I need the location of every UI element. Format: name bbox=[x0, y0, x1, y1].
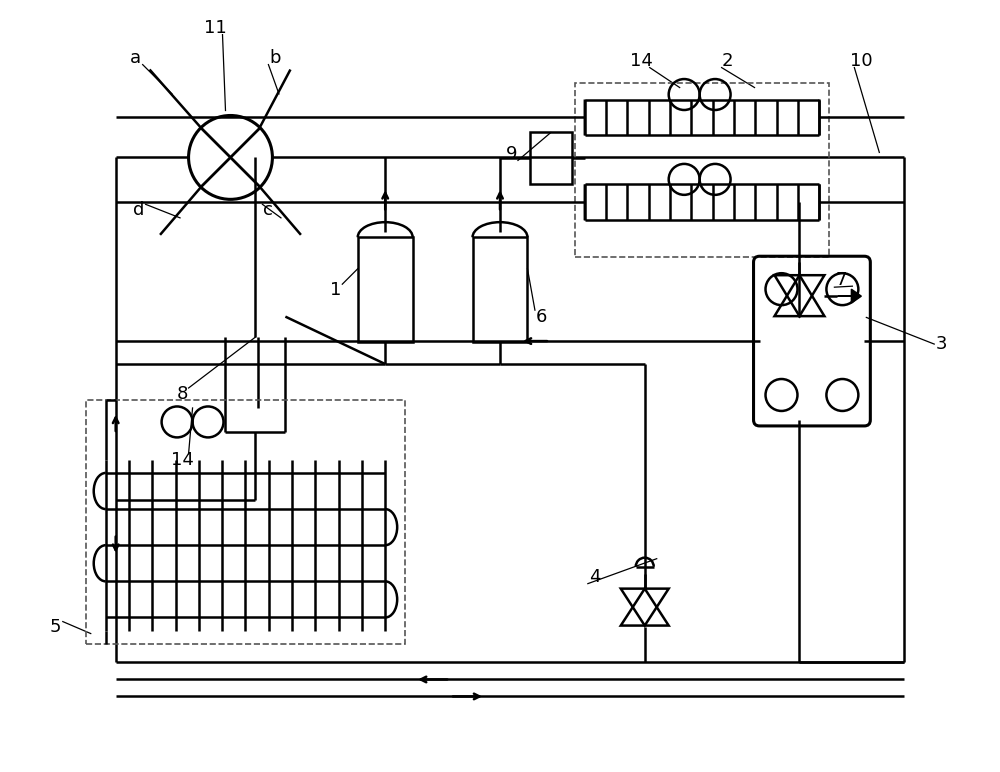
FancyArrow shape bbox=[837, 290, 861, 303]
Text: 2: 2 bbox=[722, 52, 733, 69]
Text: a: a bbox=[130, 49, 141, 66]
Text: 11: 11 bbox=[204, 19, 227, 36]
Text: 6: 6 bbox=[536, 308, 548, 326]
Text: 3: 3 bbox=[935, 335, 947, 353]
Text: b: b bbox=[270, 49, 281, 66]
Bar bbox=[575, 83, 829, 257]
Text: d: d bbox=[133, 201, 144, 219]
Bar bbox=[530, 133, 572, 185]
Text: 14: 14 bbox=[171, 451, 194, 469]
Text: 8: 8 bbox=[177, 385, 188, 403]
Bar bbox=[473, 237, 527, 342]
Text: 7: 7 bbox=[836, 271, 847, 290]
Text: 10: 10 bbox=[850, 52, 873, 69]
Text: 4: 4 bbox=[589, 567, 601, 586]
Text: c: c bbox=[263, 201, 273, 219]
Text: 14: 14 bbox=[630, 52, 653, 69]
Text: 5: 5 bbox=[50, 618, 62, 635]
Bar bbox=[358, 237, 413, 342]
Text: 1: 1 bbox=[330, 281, 341, 300]
Text: 9: 9 bbox=[506, 145, 518, 164]
Bar bbox=[86, 400, 405, 644]
